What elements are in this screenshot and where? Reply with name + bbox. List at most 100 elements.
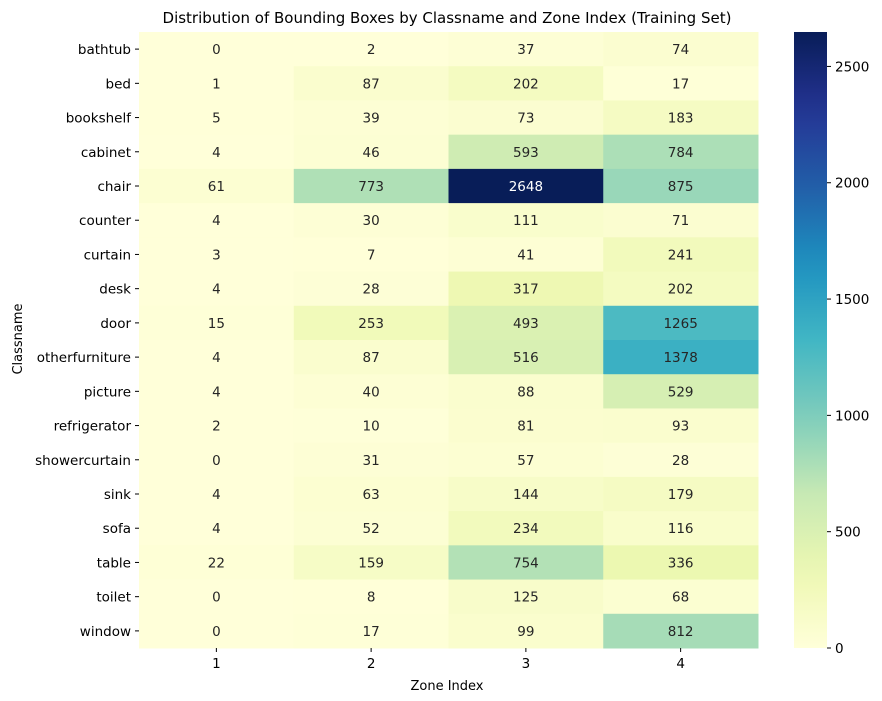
cell-value-label: 41: [517, 247, 534, 263]
cell-value-label: 253: [358, 316, 384, 332]
cell-value-label: 784: [668, 145, 694, 161]
heatmap-cell: [603, 237, 759, 273]
cell-value-label: 22: [208, 555, 225, 571]
heatmap-cell: [139, 66, 295, 101]
heatmap-cell: [603, 545, 759, 581]
cell-value-label: 81: [517, 419, 534, 435]
cell-value-label: 37: [517, 42, 534, 58]
cell-value-label: 4: [212, 384, 221, 400]
cell-value-label: 4: [212, 213, 221, 229]
cell-value-label: 875: [668, 179, 694, 195]
x-tick-label: 3: [522, 656, 531, 672]
cell-value-label: 3: [212, 247, 221, 263]
cell-value-label: 87: [363, 76, 380, 92]
heatmap-cell: [603, 66, 759, 101]
colorbar: 0 500 1000 1500 2000 2500: [794, 32, 869, 657]
heatmap-cell: [448, 340, 604, 375]
cell-value-label: 93: [672, 419, 689, 435]
heatmap-cell: [293, 32, 449, 67]
cell-value-label: 754: [513, 555, 539, 571]
cell-value-label: 4: [212, 350, 221, 366]
heatmap-cell: [293, 613, 449, 649]
cell-value-label: 1378: [663, 350, 697, 366]
cell-value-label: 2: [367, 42, 376, 58]
y-tick-label: bookshelf: [66, 111, 133, 127]
colorbar-tick-label: 500: [835, 525, 861, 541]
cell-value-label: 28: [672, 453, 689, 469]
cell-value-label: 0: [212, 453, 221, 469]
colorbar-tick-label: 2500: [835, 59, 869, 75]
heatmap-cell: [603, 134, 759, 170]
heatmap-cell: [603, 442, 759, 478]
cell-value-label: 144: [513, 487, 539, 503]
y-tick-label: door: [100, 316, 131, 332]
cell-value-label: 31: [363, 453, 380, 469]
cell-value-label: 4: [212, 282, 221, 298]
cell-value-label: 40: [363, 384, 380, 400]
heatmap-cell: [448, 203, 604, 238]
cell-value-label: 73: [517, 111, 534, 127]
heatmap-cell: [139, 237, 295, 273]
y-tick-label: cabinet: [81, 145, 131, 161]
heatmap-cell: [139, 203, 295, 238]
heatmap-cell: [448, 613, 604, 649]
cell-value-label: 28: [363, 282, 380, 298]
heatmap-cell: [448, 408, 604, 444]
y-axis-label: Classname: [11, 303, 26, 374]
cell-value-label: 52: [363, 521, 380, 537]
heatmap-cell: [293, 305, 449, 341]
y-tick-label: bathtub: [78, 42, 131, 58]
cell-value-label: 2648: [509, 179, 543, 195]
x-tick-label: 4: [676, 656, 685, 672]
heatmap-cell: [448, 374, 604, 409]
heatmap-cell: [448, 168, 604, 204]
colorbar-gradient: [794, 32, 827, 648]
cell-value-label: 202: [513, 76, 539, 92]
cell-value-label: 39: [363, 111, 380, 127]
colorbar-tick-label: 2000: [835, 176, 869, 192]
y-tick-label: sofa: [103, 521, 131, 537]
cell-value-label: 2: [212, 419, 221, 435]
cell-value-label: 183: [668, 111, 694, 127]
heatmap-cell: [139, 168, 295, 204]
y-tick-label: table: [97, 555, 131, 571]
heatmap-cell: [603, 340, 759, 375]
cell-value-label: 57: [517, 453, 534, 469]
x-tick-labels: 1 2 3 4: [212, 648, 685, 672]
cell-value-label: 125: [513, 590, 539, 606]
chart-title: Distribution of Bounding Boxes by Classn…: [163, 9, 732, 27]
heatmap-cell: [603, 203, 759, 238]
heatmap-cell: [448, 100, 604, 136]
cell-value-label: 46: [363, 145, 380, 161]
colorbar-ticks: 0 500 1000 1500 2000 2500: [827, 59, 869, 657]
cell-value-label: 0: [212, 624, 221, 640]
heatmap-cell: [448, 442, 604, 478]
cell-value-label: 8: [367, 590, 376, 606]
heatmap-cell: [139, 271, 295, 307]
heatmap-cell: [448, 579, 604, 615]
cell-value-label: 74: [672, 42, 689, 58]
cell-value-label: 1: [212, 76, 221, 92]
cell-value-label: 111: [513, 213, 539, 229]
heatmap-cell: [293, 340, 449, 375]
cell-value-label: 63: [363, 487, 380, 503]
heatmap-cell: [139, 374, 295, 409]
cell-value-label: 529: [668, 384, 694, 400]
heatmap-cell: [448, 305, 604, 341]
x-axis-label: Zone Index: [410, 679, 483, 694]
heatmap-cell: [448, 66, 604, 101]
heatmap-cell: [293, 374, 449, 409]
cell-value-label: 7: [367, 247, 376, 263]
cell-value-label: 202: [668, 282, 694, 298]
heatmap-cell: [448, 134, 604, 170]
heatmap-cell: [603, 579, 759, 615]
heatmap-cell: [293, 545, 449, 581]
y-tick-label: chair: [97, 179, 131, 195]
cell-value-label: 99: [517, 624, 534, 640]
heatmap-cell: [293, 579, 449, 615]
y-tick-label: window: [80, 624, 131, 640]
heatmap-cell: [448, 32, 604, 67]
heatmap-cell: [293, 408, 449, 444]
